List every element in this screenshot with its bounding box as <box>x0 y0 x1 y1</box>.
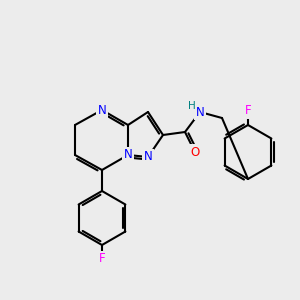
Text: N: N <box>144 151 152 164</box>
Text: F: F <box>245 104 251 118</box>
Text: O: O <box>190 146 200 158</box>
Text: H: H <box>188 101 196 111</box>
Text: F: F <box>99 253 105 266</box>
Text: N: N <box>196 106 204 118</box>
Text: N: N <box>124 148 132 161</box>
Text: N: N <box>98 103 106 116</box>
